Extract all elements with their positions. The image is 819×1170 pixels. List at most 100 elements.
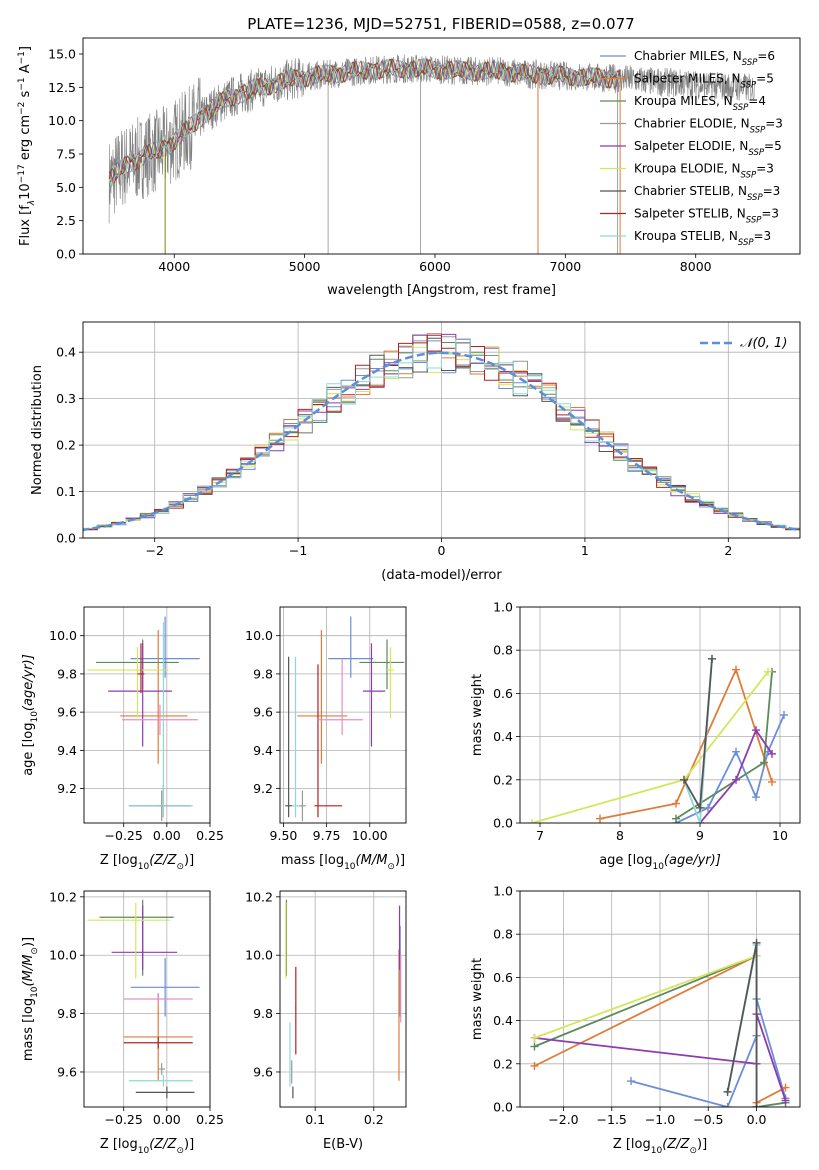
gaussian-legend-label: 𝒩(0, 1) [740, 336, 787, 351]
legend-label-text: Salpeter ELODIE, N [634, 139, 748, 153]
model-spectrum [108, 58, 621, 181]
weight_vs_age-ylabel: mass weight [470, 674, 485, 756]
age_vs_mass-xlabel-part: 10 [344, 862, 356, 872]
spectrum-ylabel-part: λ [27, 200, 37, 206]
y-tick-label: 0.0 [493, 816, 513, 831]
weight_vs_age-xlabel-part: 10 [652, 862, 664, 872]
legend-label: Kroupa STELIB, NSSP=3 [634, 229, 771, 248]
y-tick-label: 10.0 [245, 628, 273, 643]
x-tick-label: 10 [772, 828, 788, 843]
mass_vs_ebv-xlabel: E(B-V) [323, 1137, 363, 1152]
weight_vs_Z-axes: −2.0 −1.5 −1.0 −0.5 0.0 0.0 0.2 0.4 0.6 0.8 1.0 [493, 884, 800, 1127]
residuals-ylabel: Normed distribution [30, 365, 45, 495]
legend-label: Salpeter STELIB, NSSP=3 [634, 207, 779, 226]
y-tick-label: 9.6 [57, 705, 77, 720]
observed-spectrum [108, 54, 755, 224]
legend-label-text: Salpeter STELIB, N [634, 207, 746, 221]
y-tick-label: 9.2 [57, 781, 77, 796]
age_vs_Z-xlabel-part: ⊙ [176, 862, 184, 872]
y-tick-label: 9.6 [57, 1064, 77, 1079]
legend-label-text: Kroupa MILES, N [634, 94, 733, 108]
figure-title: PLATE=1236, MJD=52751, FIBERID=0588, z=0… [247, 15, 634, 33]
residuals-frame [82, 321, 801, 539]
y-tick-label: 9.6 [253, 705, 273, 720]
x-tick-label: 0.25 [196, 1112, 224, 1127]
gaussian-curve [83, 351, 800, 532]
legend-label-text: Chabrier ELODIE, N [634, 117, 750, 131]
y-tick-label: 10.0 [48, 113, 76, 128]
mass_vs_Z-ylabel-part: ⊙ [30, 947, 40, 955]
x-tick-label: 9.75 [313, 828, 341, 843]
spectrum-ylabel-part: −1 [17, 51, 27, 64]
y-tick-label: 0.0 [493, 1100, 513, 1115]
weight_vs_age-frame [519, 606, 801, 824]
age_vs_Z-xlabel-part: (Z/Z [149, 853, 177, 868]
spectrum-ylabel-part: 10 [18, 183, 33, 200]
legend-label: Kroupa MILES, NSSP=4 [634, 94, 766, 113]
spectrum-ylabel-part: Flux [f [18, 205, 33, 246]
x-tick-label: 8000 [680, 259, 712, 274]
x-tick-label: 5000 [289, 259, 321, 274]
weight_vs_Z-xlabel: Z [log10(Z/Z⊙)] [613, 1137, 707, 1156]
residuals-xlabel: (data-model)/error [381, 568, 502, 583]
x-tick-label: 9 [696, 828, 704, 843]
y-tick-label: 15.0 [48, 47, 76, 62]
age_vs_mass-xlabel: mass [log10(M/M⊙)] [281, 853, 405, 872]
mass_vs_Z-xlabel-part: ⊙ [176, 1146, 184, 1156]
legend-label-eq: =3 [763, 184, 781, 198]
y-tick-label: 9.8 [57, 666, 77, 681]
age_vs_Z-ylabel-part: (age/yr)] [21, 654, 36, 711]
y-tick-label: 5.0 [56, 180, 76, 195]
x-tick-label: 9.50 [270, 828, 298, 843]
x-tick-label: 7 [536, 828, 544, 843]
weight_vs_age-lines [528, 654, 788, 823]
mass_vs_Z-points [87, 899, 200, 1099]
weight_vs_age-axes: 7 8 9 10 0.0 0.2 0.4 0.6 0.8 1.0 [493, 600, 800, 843]
mass_vs_Z-axes: −0.25 0.00 0.25 9.6 9.8 10.0 10.2 [49, 889, 224, 1127]
legend-label-text: Chabrier MILES, N [634, 49, 742, 63]
legend-label-sub: SSP [733, 103, 749, 113]
x-tick-label: 2 [724, 543, 732, 558]
y-tick-label: 9.4 [253, 743, 273, 758]
age_vs_mass-points [285, 616, 405, 822]
y-tick-label: 9.2 [253, 781, 273, 796]
age_vs_mass-frame [279, 606, 407, 824]
weight_vs_Z-xlabel-part: )] [697, 1137, 707, 1152]
legend-label-sub: SSP [747, 193, 763, 203]
y-tick-label: 0.4 [493, 1013, 513, 1028]
x-tick-label: 7000 [549, 259, 581, 274]
spectrum-ylabel-part: −2 [17, 102, 27, 115]
age_vs_mass-xlabel-part: mass [log [281, 853, 344, 868]
mass_vs_Z-xlabel: Z [log10(Z/Z⊙)] [100, 1137, 194, 1156]
x-tick-label: 6000 [419, 259, 451, 274]
legend-label-sub: SSP [738, 238, 754, 248]
y-tick-label: 0.0 [56, 531, 76, 546]
x-tick-label: −2 [145, 543, 163, 558]
spectrum-xlabel: wavelength [Angstrom, rest frame] [327, 283, 556, 298]
y-tick-label: 0.2 [493, 772, 513, 787]
legend-label-eq: =5 [756, 72, 774, 86]
y-tick-label: 0.6 [493, 686, 513, 701]
y-tick-label: 0.8 [493, 643, 513, 658]
spectrum-ylabel-part: erg cm [18, 115, 33, 164]
mass_vs_Z-ylabel: mass [log10(M/M⊙)] [21, 937, 40, 1061]
mass_vs_ebv-axes: 0.1 0.2 9.6 9.8 10.0 10.2 [245, 889, 406, 1127]
age_vs_Z-xlabel-part: 10 [138, 862, 150, 872]
weight_vs_age-xlabel-part: (age/yr)] [664, 853, 721, 868]
legend-label-sub: SSP [748, 148, 764, 158]
y-tick-label: 10.0 [49, 948, 77, 963]
mass_vs_Z-ylabel-part: mass [log [21, 998, 36, 1061]
weight_vs_Z-xlabel-part: (Z/Z [662, 1137, 690, 1152]
x-tick-label: 0.00 [153, 1112, 181, 1127]
x-tick-label: −0.25 [105, 828, 143, 843]
x-tick-label: −0.25 [105, 1112, 143, 1127]
age_vs_Z-xlabel-part: )] [184, 853, 194, 868]
legend-label: Salpeter MILES, NSSP=5 [634, 72, 774, 91]
y-tick-label: 9.4 [57, 743, 77, 758]
age_vs_mass-axes: 9.50 9.75 10.00 9.2 9.4 9.6 9.8 10.0 [245, 607, 406, 843]
y-tick-label: 9.8 [253, 1006, 273, 1021]
y-tick-label: 0.6 [493, 970, 513, 985]
y-tick-label: 0.0 [56, 247, 76, 262]
legend-label: Chabrier STELIB, NSSP=3 [634, 184, 780, 203]
